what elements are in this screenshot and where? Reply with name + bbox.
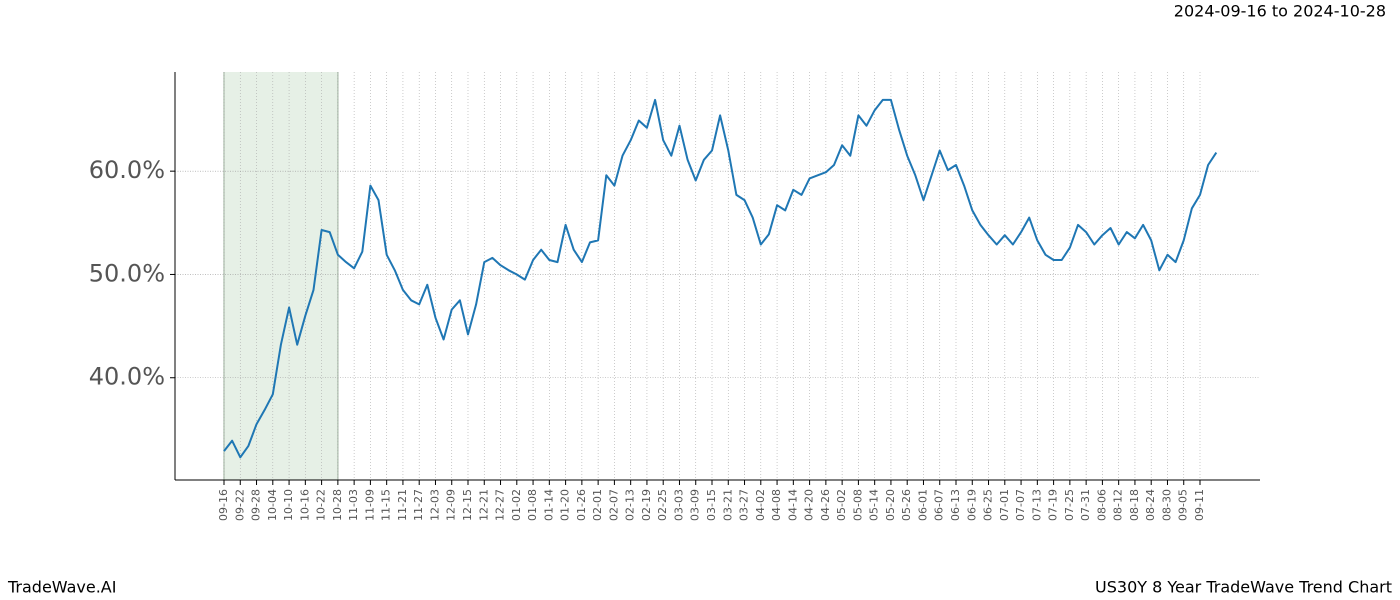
x-tick-label: 08-18 xyxy=(1128,489,1141,521)
x-tick-label: 04-02 xyxy=(754,489,767,521)
x-tick-label: 09-22 xyxy=(233,489,246,521)
x-tick-label: 11-21 xyxy=(396,489,409,521)
x-tick-label: 09-05 xyxy=(1177,489,1190,521)
x-tick-label: 12-15 xyxy=(461,489,474,521)
x-tick-label: 08-30 xyxy=(1160,489,1173,521)
x-tick-label: 11-03 xyxy=(347,489,360,521)
x-tick-label: 10-04 xyxy=(266,489,279,521)
footer-right: US30Y 8 Year TradeWave Trend Chart xyxy=(1095,578,1392,597)
x-tick-label: 11-09 xyxy=(363,489,376,521)
x-tick-label: 05-20 xyxy=(884,489,897,521)
x-tick-label: 10-28 xyxy=(331,489,344,521)
x-tick-label: 07-31 xyxy=(1079,489,1092,521)
x-tick-label: 01-08 xyxy=(526,489,539,521)
x-tick-label: 05-08 xyxy=(851,489,864,521)
x-tick-label: 05-26 xyxy=(900,489,913,521)
x-tick-label: 12-21 xyxy=(477,489,490,521)
x-tick-label: 06-19 xyxy=(965,489,978,521)
x-tick-label: 10-10 xyxy=(282,489,295,521)
x-tick-label: 06-07 xyxy=(933,489,946,521)
x-tick-label: 02-19 xyxy=(640,489,653,521)
x-tick-label: 12-09 xyxy=(445,489,458,521)
x-tick-label: 03-03 xyxy=(672,489,685,521)
x-tick-label: 02-25 xyxy=(656,489,669,521)
x-tick-label: 03-15 xyxy=(705,489,718,521)
x-tick-label: 09-11 xyxy=(1193,489,1206,521)
x-tick-label: 09-28 xyxy=(250,489,263,521)
x-tick-label: 02-01 xyxy=(591,489,604,521)
x-tick-label: 07-19 xyxy=(1047,489,1060,521)
y-tick-label: 50.0% xyxy=(89,259,165,287)
y-tick-label: 40.0% xyxy=(89,363,165,391)
x-tick-label: 04-26 xyxy=(819,489,832,521)
x-tick-label: 02-07 xyxy=(607,489,620,521)
x-tick-label: 08-24 xyxy=(1144,489,1157,521)
x-tick-label: 02-13 xyxy=(624,489,637,521)
x-tick-label: 07-07 xyxy=(1014,489,1027,521)
x-tick-label: 03-09 xyxy=(689,489,702,521)
x-tick-label: 01-02 xyxy=(510,489,523,521)
x-tick-label: 08-06 xyxy=(1095,489,1108,521)
x-tick-label: 04-20 xyxy=(803,489,816,521)
x-tick-label: 05-02 xyxy=(835,489,848,521)
x-tick-label: 09-16 xyxy=(217,489,230,521)
x-tick-label: 03-27 xyxy=(738,489,751,521)
x-tick-label: 10-22 xyxy=(315,489,328,521)
x-tick-label: 12-03 xyxy=(428,489,441,521)
x-tick-label: 01-20 xyxy=(559,489,572,521)
x-tick-label: 12-27 xyxy=(494,489,507,521)
x-tick-label: 03-21 xyxy=(721,489,734,521)
x-tick-label: 11-15 xyxy=(380,489,393,521)
x-tick-label: 01-26 xyxy=(575,489,588,521)
trend-line xyxy=(223,98,1218,459)
x-tick-label: 06-13 xyxy=(949,489,962,521)
y-tick-label: 60.0% xyxy=(89,156,165,184)
x-tick-label: 05-14 xyxy=(868,489,881,521)
chart-title: 2024-09-16 to 2024-10-28 xyxy=(1174,2,1386,21)
x-tick-label: 08-12 xyxy=(1112,489,1125,521)
footer-left: TradeWave.AI xyxy=(7,578,116,597)
x-tick-label: 01-14 xyxy=(542,489,555,521)
x-tick-label: 07-25 xyxy=(1063,489,1076,521)
x-tick-label: 10-16 xyxy=(298,489,311,521)
x-tick-label: 07-01 xyxy=(998,489,1011,521)
x-tick-label: 07-13 xyxy=(1030,489,1043,521)
x-tick-label: 06-25 xyxy=(982,489,995,521)
highlight-region xyxy=(224,72,338,480)
x-tick-label: 11-27 xyxy=(412,489,425,521)
x-tick-label: 06-01 xyxy=(916,489,929,521)
x-tick-label: 04-14 xyxy=(786,489,799,521)
x-tick-label: 04-08 xyxy=(770,489,783,521)
